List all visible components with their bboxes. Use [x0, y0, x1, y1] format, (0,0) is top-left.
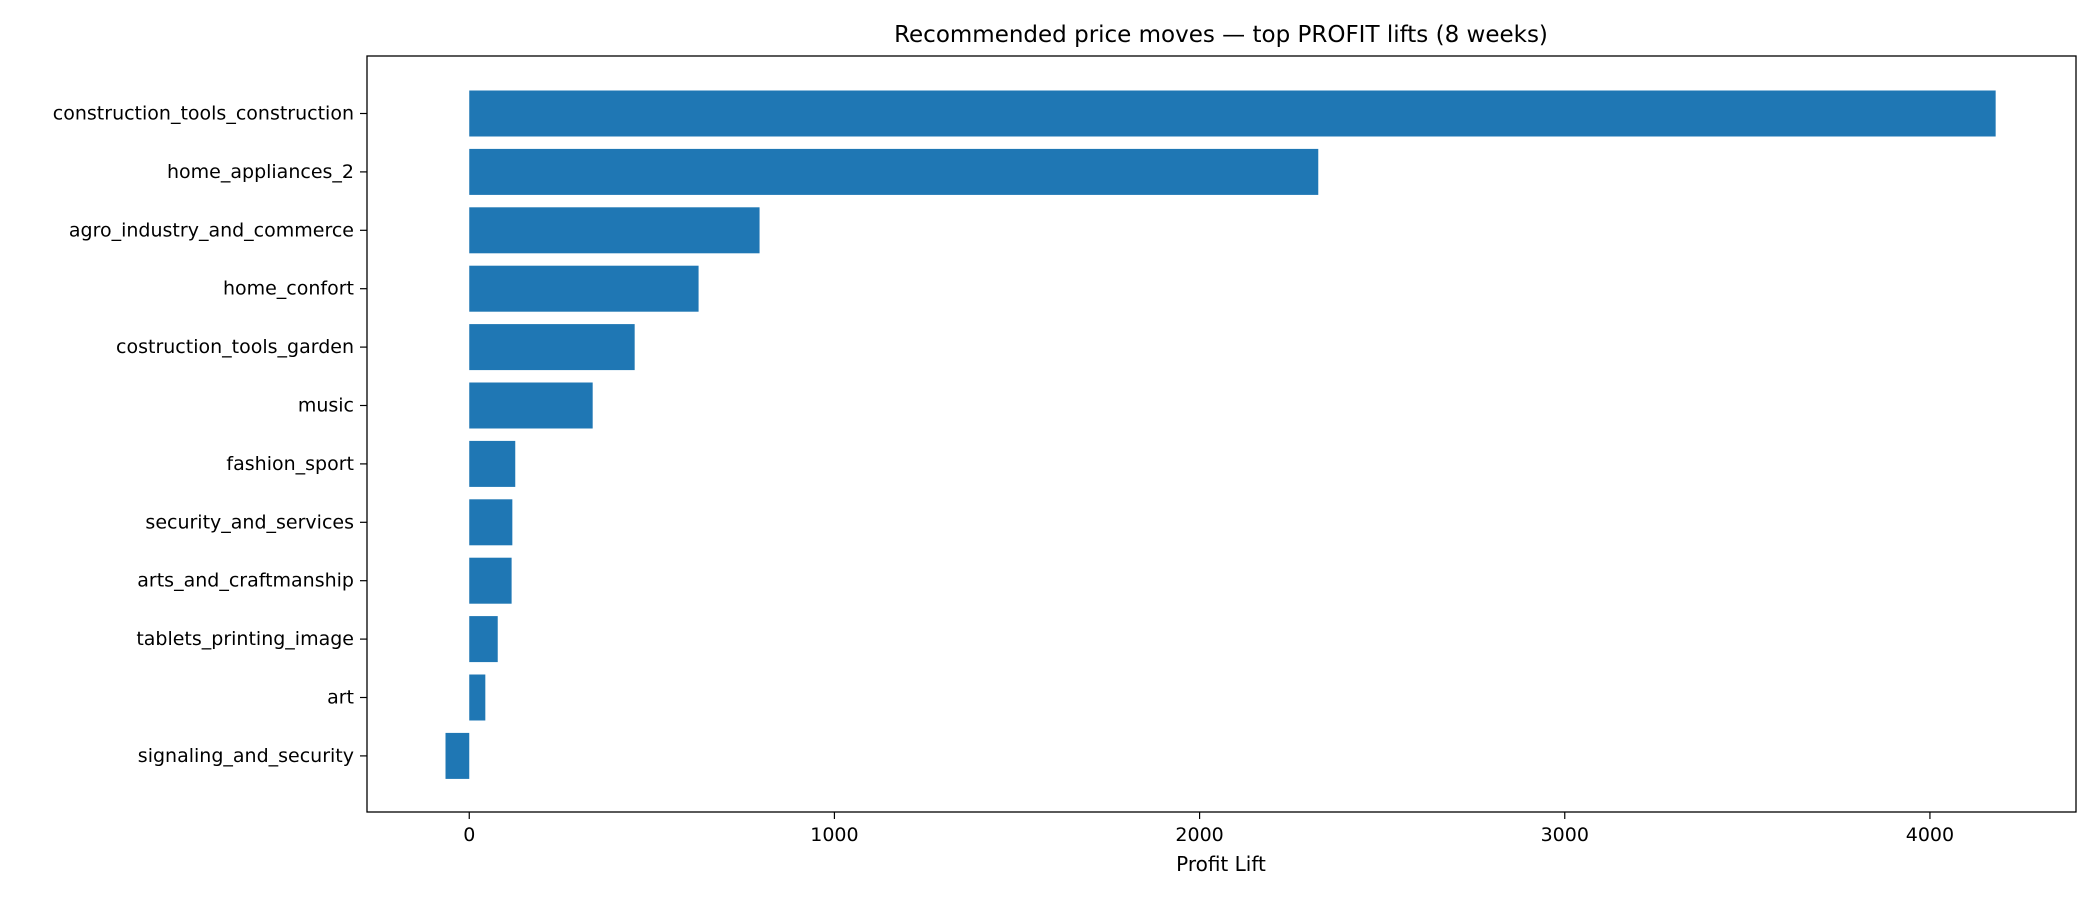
x-tick-label: 2000: [1175, 824, 1223, 846]
y-tick-label: fashion_sport: [226, 453, 354, 475]
bar-agro_industry_and_commerce: [469, 207, 760, 254]
y-tick-label: home_appliances_2: [167, 161, 354, 183]
y-tick-label: home_confort: [223, 278, 354, 300]
x-tick-label: 3000: [1541, 824, 1589, 846]
y-tick-label: tablets_printing_image: [136, 628, 354, 650]
bar-home_appliances_2: [469, 148, 1319, 195]
x-tick-label: 4000: [1906, 824, 1954, 846]
bar-construction_tools_construction: [469, 90, 1996, 137]
bar-music: [469, 382, 593, 429]
y-tick-label: music: [298, 395, 354, 417]
bar-home_confort: [469, 265, 699, 312]
plot-area: [366, 55, 2077, 813]
y-tick-label: agro_industry_and_commerce: [69, 219, 354, 241]
bar-fashion_sport: [469, 440, 516, 487]
y-tick-label: arts_and_craftmanship: [137, 570, 354, 592]
bar-costruction_tools_garden: [469, 324, 635, 371]
y-tick-label: art: [327, 687, 354, 709]
x-tick-label: 1000: [810, 824, 858, 846]
bar-signaling_and_security: [445, 732, 470, 779]
x-axis-label: Profit Lift: [1176, 852, 1266, 876]
y-tick-label: security_and_services: [145, 511, 354, 533]
y-tick-label: construction_tools_construction: [53, 103, 354, 125]
bar-arts_and_craftmanship: [469, 557, 512, 604]
bar-security_and_services: [469, 499, 513, 546]
axes-frame: [366, 55, 2077, 813]
y-axis-ticks: construction_tools_construction home_appl…: [53, 103, 367, 767]
chart-title: Recommended price moves — top PROFIT lif…: [894, 22, 1548, 48]
bar-art: [469, 674, 486, 721]
bar-tablets_printing_image: [469, 616, 498, 663]
y-tick-label: signaling_and_security: [138, 745, 354, 767]
y-tick-label: costruction_tools_garden: [116, 336, 354, 358]
x-axis-ticks: 0 1000 2000 3000 4000: [463, 812, 1954, 846]
x-tick-label: 0: [463, 824, 475, 846]
